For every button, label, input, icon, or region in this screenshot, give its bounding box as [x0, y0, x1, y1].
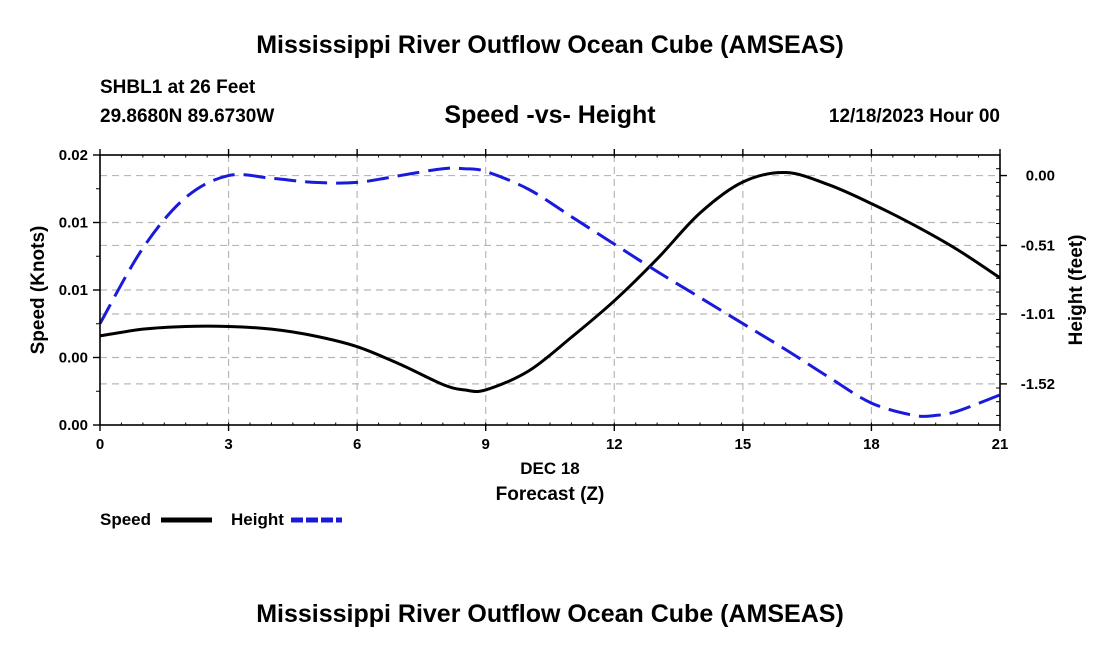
x-tick-label: 21: [992, 436, 1009, 453]
y-tick-label: 0.01: [59, 282, 88, 299]
legend-label-speed: Speed: [100, 510, 151, 529]
page-title: Mississippi River Outflow Ocean Cube (AM…: [256, 31, 844, 59]
y2-tick-label: 0.00: [1026, 168, 1055, 185]
x-tick-label: 9: [482, 436, 490, 453]
axis-ticks: 0 3 6 9 12 15 18 21 0.00 0.00 0.01 0.01 0.02 0.00 -0.5…: [59, 147, 1055, 453]
y-tick-label: 0.02: [59, 147, 88, 164]
grid: [100, 155, 1000, 425]
x-tick-label: 6: [353, 436, 361, 453]
station-coordinates: 29.8680N 89.6730W: [100, 106, 275, 127]
y2-tick-label: -1.01: [1021, 306, 1055, 323]
legend: Speed Height: [100, 510, 342, 529]
x-tick-label: 12: [606, 436, 623, 453]
legend-label-height: Height: [231, 510, 284, 529]
y-axis-label: Speed (Knots): [28, 226, 49, 355]
y2-tick-label: -0.51: [1021, 237, 1055, 254]
x-axis-date-label: DEC 18: [520, 459, 580, 478]
x-tick-label: 3: [224, 436, 232, 453]
x-tick-label: 18: [863, 436, 880, 453]
series-lines: [98, 166, 1001, 418]
y2-tick-label: -1.52: [1021, 376, 1055, 393]
station-label: SHBL1 at 26 Feet: [100, 77, 256, 98]
y-tick-label: 0.00: [59, 417, 88, 434]
series-line-height: [98, 166, 1001, 418]
y2-axis-label: Height (feet): [1066, 235, 1087, 346]
footer-title: Mississippi River Outflow Ocean Cube (AM…: [256, 600, 844, 628]
chart-title: Speed -vs- Height: [444, 101, 656, 129]
y-tick-label: 0.00: [59, 350, 88, 367]
y-tick-label: 0.01: [59, 215, 88, 232]
x-tick-label: 15: [735, 436, 752, 453]
x-tick-label: 0: [96, 436, 104, 453]
series-line-speed: [99, 171, 1001, 394]
run-time: 12/18/2023 Hour 00: [828, 106, 1000, 127]
x-axis-label: Forecast (Z): [496, 484, 605, 505]
